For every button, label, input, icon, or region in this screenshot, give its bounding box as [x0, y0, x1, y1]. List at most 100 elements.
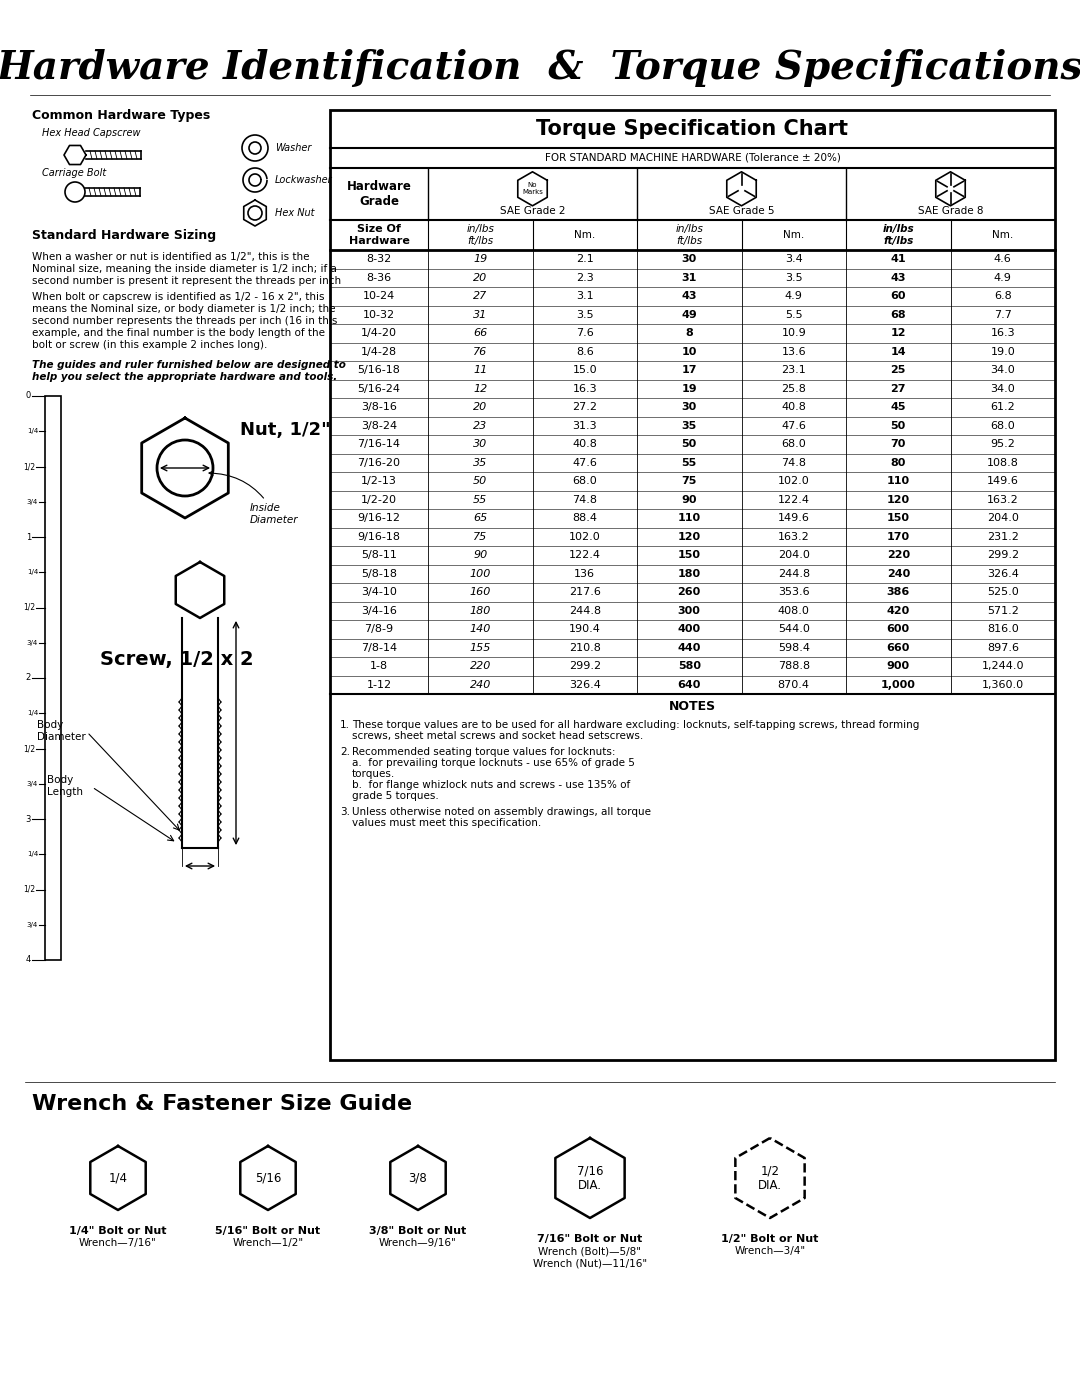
Text: 43: 43 [681, 291, 697, 302]
Text: 3.: 3. [340, 807, 350, 817]
Text: a.  for prevailing torque locknuts - use 65% of grade 5: a. for prevailing torque locknuts - use … [352, 759, 635, 768]
Text: 40.8: 40.8 [781, 402, 806, 412]
Text: 3/8-16: 3/8-16 [361, 402, 397, 412]
Text: 25.8: 25.8 [781, 384, 806, 394]
Text: 20: 20 [473, 272, 487, 282]
Text: 140: 140 [470, 624, 491, 634]
Text: 55: 55 [681, 458, 697, 468]
Text: Hex Head Capscrew: Hex Head Capscrew [42, 129, 140, 138]
Text: 386: 386 [887, 587, 909, 598]
Text: Body: Body [37, 719, 64, 731]
Text: 1-8: 1-8 [370, 661, 388, 671]
Text: 30: 30 [681, 402, 697, 412]
Text: Lockwasher: Lockwasher [275, 175, 333, 184]
Text: 5/16-24: 5/16-24 [357, 384, 401, 394]
Text: 41: 41 [890, 254, 906, 264]
Text: 50: 50 [473, 476, 487, 486]
Text: Wrench—9/16": Wrench—9/16" [379, 1238, 457, 1248]
Text: 1/4: 1/4 [108, 1172, 127, 1185]
Text: 68: 68 [890, 310, 906, 320]
Text: 420: 420 [887, 606, 909, 616]
Text: 571.2: 571.2 [987, 606, 1018, 616]
Text: 65: 65 [473, 513, 487, 524]
Text: SAE Grade 5: SAE Grade 5 [708, 205, 774, 215]
Text: 10-32: 10-32 [363, 310, 395, 320]
Text: Nm.: Nm. [575, 231, 595, 240]
Text: 68.0: 68.0 [781, 439, 806, 450]
Text: 43: 43 [891, 272, 906, 282]
Text: Unless otherwise noted on assembly drawings, all torque: Unless otherwise noted on assembly drawi… [352, 807, 651, 817]
Text: 3: 3 [26, 814, 31, 823]
Text: 150: 150 [678, 550, 701, 560]
Text: 7/8-9: 7/8-9 [364, 624, 393, 634]
Text: 3/8-24: 3/8-24 [361, 420, 397, 430]
Circle shape [242, 136, 268, 161]
Text: 10.9: 10.9 [781, 328, 806, 338]
Text: means the Nominal size, or body diameter is 1/2 inch; the: means the Nominal size, or body diameter… [32, 305, 336, 314]
Text: 1/2" Bolt or Nut: 1/2" Bolt or Nut [721, 1234, 819, 1243]
Text: 4.9: 4.9 [994, 272, 1012, 282]
Text: Washer: Washer [275, 142, 311, 154]
Text: 3/8" Bolt or Nut: 3/8" Bolt or Nut [369, 1227, 467, 1236]
Text: 5.5: 5.5 [785, 310, 802, 320]
Text: 75: 75 [473, 532, 487, 542]
Text: 598.4: 598.4 [778, 643, 810, 652]
Text: 1/2-13: 1/2-13 [361, 476, 397, 486]
Text: 244.8: 244.8 [778, 569, 810, 578]
Text: 3/4: 3/4 [27, 922, 38, 928]
Text: 220: 220 [887, 550, 909, 560]
Text: 1-12: 1-12 [366, 680, 392, 690]
Text: 4.6: 4.6 [994, 254, 1012, 264]
Text: 35: 35 [473, 458, 487, 468]
Text: 440: 440 [677, 643, 701, 652]
Text: 80: 80 [891, 458, 906, 468]
Bar [45, 395, 60, 960]
Text: 11: 11 [473, 365, 487, 376]
Text: 600: 600 [887, 624, 909, 634]
Text: 90: 90 [473, 550, 487, 560]
Text: 5/8-11: 5/8-11 [361, 550, 397, 560]
Text: Common Hardware Types: Common Hardware Types [32, 109, 211, 122]
Text: 27: 27 [473, 291, 487, 302]
Text: 27.2: 27.2 [572, 402, 597, 412]
Text: 260: 260 [677, 587, 701, 598]
Text: 1/2: 1/2 [23, 462, 35, 471]
Text: 3.1: 3.1 [576, 291, 594, 302]
Text: 580: 580 [678, 661, 701, 671]
Text: 4: 4 [26, 956, 31, 964]
Text: 8-32: 8-32 [366, 254, 392, 264]
Text: 3/4: 3/4 [27, 640, 38, 645]
Text: 47.6: 47.6 [781, 420, 806, 430]
Text: 15.0: 15.0 [572, 365, 597, 376]
Text: 240: 240 [470, 680, 491, 690]
Text: screws, sheet metal screws and socket head setscrews.: screws, sheet metal screws and socket he… [352, 731, 644, 740]
Text: b.  for flange whizlock nuts and screws - use 135% of: b. for flange whizlock nuts and screws -… [352, 780, 631, 789]
Text: 1/2: 1/2 [23, 886, 35, 894]
Text: 17: 17 [681, 365, 697, 376]
Text: Size Of
Hardware: Size Of Hardware [349, 224, 409, 246]
Text: 40.8: 40.8 [572, 439, 597, 450]
Text: 1/4: 1/4 [27, 569, 38, 576]
Text: 23.1: 23.1 [781, 365, 806, 376]
Text: 50: 50 [891, 420, 906, 430]
Text: in/lbs
ft/lbs: in/lbs ft/lbs [882, 224, 914, 246]
Text: 210.8: 210.8 [569, 643, 600, 652]
Text: help you select the appropriate hardware and tools.: help you select the appropriate hardware… [32, 372, 337, 381]
Text: 120: 120 [887, 495, 909, 504]
Text: values must meet this specification.: values must meet this specification. [352, 819, 541, 828]
Text: 3/4-10: 3/4-10 [361, 587, 397, 598]
Text: 10: 10 [681, 346, 697, 356]
Text: 110: 110 [677, 513, 701, 524]
Text: Wrench—3/4": Wrench—3/4" [734, 1246, 806, 1256]
Text: 60: 60 [891, 291, 906, 302]
Text: second number is present it represent the threads per inch: second number is present it represent th… [32, 277, 341, 286]
Text: 7.7: 7.7 [994, 310, 1012, 320]
Text: 34.0: 34.0 [990, 384, 1015, 394]
Text: 1/4: 1/4 [27, 710, 38, 717]
Text: 68.0: 68.0 [572, 476, 597, 486]
Text: 149.6: 149.6 [778, 513, 810, 524]
Text: FOR STANDARD MACHINE HARDWARE (Tolerance ± 20%): FOR STANDARD MACHINE HARDWARE (Tolerance… [544, 154, 840, 163]
Text: 244.8: 244.8 [569, 606, 600, 616]
Text: 897.6: 897.6 [987, 643, 1018, 652]
Text: 102.0: 102.0 [569, 532, 600, 542]
